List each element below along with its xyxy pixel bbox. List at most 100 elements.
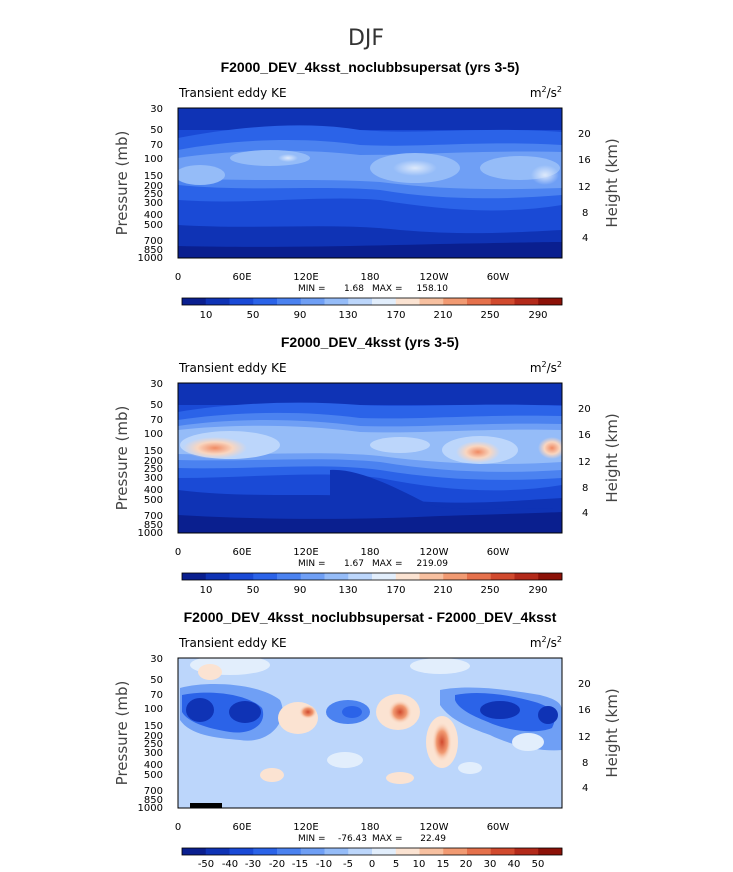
colorbar-tick: 10 (413, 859, 426, 870)
panel-1-title: F2000_DEV_4ksst_noclubbsupersat (yrs 3-5… (221, 59, 520, 75)
y-tick: 300 (144, 748, 163, 759)
colorbar-swatch (348, 573, 373, 580)
y-tick: 250 (144, 189, 163, 200)
max-value: 219.09 (417, 559, 449, 569)
colorbar-swatch (395, 848, 420, 855)
panel-3-y-ticks: 30 50 70 100 150 200 250 300 400 500 700… (138, 654, 163, 814)
panel-3-colorbar: -50 -40 -30 -20 -15 -10 -5 0 5 10 15 20 … (181, 847, 563, 870)
x-tick: 60E (232, 272, 251, 283)
y-tick: 500 (144, 770, 163, 781)
colorbar-tick: -50 (198, 859, 214, 870)
y-tick: 400 (144, 485, 163, 496)
x-tick: 60E (232, 822, 251, 833)
x-tick: 120E (293, 547, 318, 558)
colorbar-tick: 250 (480, 585, 499, 596)
y-tick: 70 (150, 140, 163, 151)
x-tick: 120W (420, 547, 449, 558)
max-label: MAX = (372, 559, 403, 569)
colorbar-tick: 10 (200, 310, 213, 321)
y2-tick: 8 (582, 208, 588, 219)
colorbar-swatch (300, 298, 325, 305)
y-tick: 250 (144, 464, 163, 475)
colorbar-swatch (467, 298, 492, 305)
min-label: MIN = (298, 284, 326, 294)
x-tick: 120W (420, 822, 449, 833)
y2-tick: 4 (582, 233, 588, 244)
y-tick: 700 (144, 786, 163, 797)
y-tick: 300 (144, 473, 163, 484)
panel-1-units: m2/s2 (530, 85, 562, 100)
y-tick: 30 (150, 654, 163, 665)
y2-tick: 20 (578, 129, 591, 140)
colorbar-swatch (419, 848, 444, 855)
colorbar-swatch (205, 848, 230, 855)
y-tick: 1000 (138, 253, 163, 264)
colorbar-swatch (253, 298, 278, 305)
colorbar-swatch (490, 298, 515, 305)
colorbar-swatch (443, 573, 468, 580)
y2-tick: 8 (582, 483, 588, 494)
y-tick: 400 (144, 760, 163, 771)
colorbar-swatch (300, 573, 325, 580)
max-value: 22.49 (420, 834, 446, 844)
panel-3-stats: MIN = -76.43 MAX = 22.49 (298, 834, 446, 844)
colorbar-swatch (514, 573, 539, 580)
panel-3-left-label: Transient eddy KE (178, 636, 287, 650)
colorbar-swatch (277, 573, 302, 580)
colorbar-swatch (490, 848, 515, 855)
colorbar-tick: 90 (294, 310, 307, 321)
y-tick: 150 (144, 446, 163, 457)
colorbar-swatch (253, 848, 278, 855)
y-tick: 30 (150, 104, 163, 115)
min-value: -76.43 (338, 834, 367, 844)
colorbar-swatch (182, 848, 207, 855)
y-tick: 850 (144, 245, 163, 256)
y-tick: 200 (144, 181, 163, 192)
x-tick: 120W (420, 272, 449, 283)
colorbar-swatch (205, 298, 230, 305)
colorbar-swatch (277, 848, 302, 855)
panel-1-y2label: Height (km) (603, 138, 621, 227)
y-tick: 700 (144, 236, 163, 247)
panel-1-left-label: Transient eddy KE (178, 86, 287, 100)
max-label: MAX = (372, 834, 403, 844)
y2-tick: 8 (582, 758, 588, 769)
colorbar-tick: 30 (484, 859, 497, 870)
colorbar-tick: 290 (528, 585, 547, 596)
y-tick: 300 (144, 198, 163, 209)
panel-3-units: m2/s2 (530, 635, 562, 650)
y-tick: 150 (144, 171, 163, 182)
colorbar-swatch (419, 573, 444, 580)
colorbar-swatch (229, 848, 254, 855)
panel-3-field (178, 658, 562, 808)
colorbar-swatch (395, 298, 420, 305)
colorbar-tick: 250 (480, 310, 499, 321)
y-tick: 500 (144, 220, 163, 231)
y2-tick: 16 (578, 155, 591, 166)
colorbar-tick: 210 (433, 310, 452, 321)
y-tick: 30 (150, 379, 163, 390)
colorbar-swatch (182, 573, 207, 580)
x-tick: 60W (487, 272, 510, 283)
y-tick: 1000 (138, 803, 163, 814)
panel-2-ylabel: Pressure (mb) (113, 406, 131, 511)
panel-2-field (178, 383, 562, 533)
y-tick: 850 (144, 795, 163, 806)
y-tick: 400 (144, 210, 163, 221)
colorbar-tick: -15 (292, 859, 308, 870)
colorbar-swatch (372, 848, 397, 855)
panel-1-x-ticks: 0 60E 120E 180 120W 60W (175, 272, 510, 283)
colorbar-tick: -20 (269, 859, 285, 870)
colorbar-tick: 0 (369, 859, 375, 870)
colorbar-tick: 170 (386, 310, 405, 321)
y-tick: 70 (150, 690, 163, 701)
x-tick: 60E (232, 547, 251, 558)
colorbar-tick: 50 (532, 859, 545, 870)
colorbar-tick: 130 (338, 585, 357, 596)
colorbar-swatch (253, 573, 278, 580)
min-value: 1.68 (344, 284, 364, 294)
colorbar-swatch (443, 298, 468, 305)
min-value: 1.67 (344, 559, 364, 569)
x-tick: 60W (487, 822, 510, 833)
